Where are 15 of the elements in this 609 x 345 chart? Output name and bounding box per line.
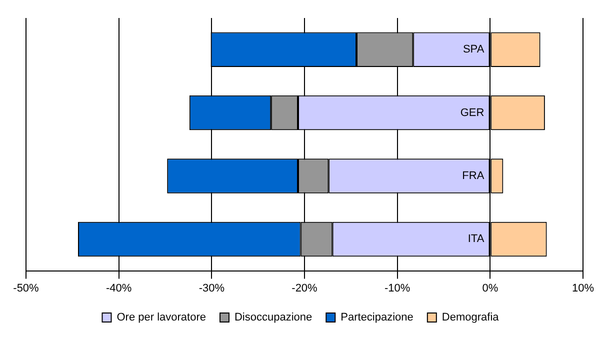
x-tick-label: 0% [482, 282, 498, 294]
x-tick-label: -20% [292, 282, 318, 294]
y-tick-label: FRA [462, 170, 485, 182]
y-tick-label: SPA [462, 44, 485, 56]
legend-label: Disoccupazione [234, 312, 312, 324]
x-tick-label: -40% [106, 282, 132, 294]
legend-label: Demografia [442, 312, 500, 324]
legend-label: Ore per lavoratore [116, 312, 206, 324]
x-tick-label: 10% [572, 282, 594, 294]
legend-label: Partecipazione [340, 312, 414, 324]
x-tick-label: -50% [13, 282, 40, 294]
y-tick-label: ITA [468, 233, 485, 246]
x-tick-label: -10% [384, 282, 410, 294]
x-tick-label: -30% [198, 282, 225, 294]
y-tick-label: GER [460, 106, 484, 119]
